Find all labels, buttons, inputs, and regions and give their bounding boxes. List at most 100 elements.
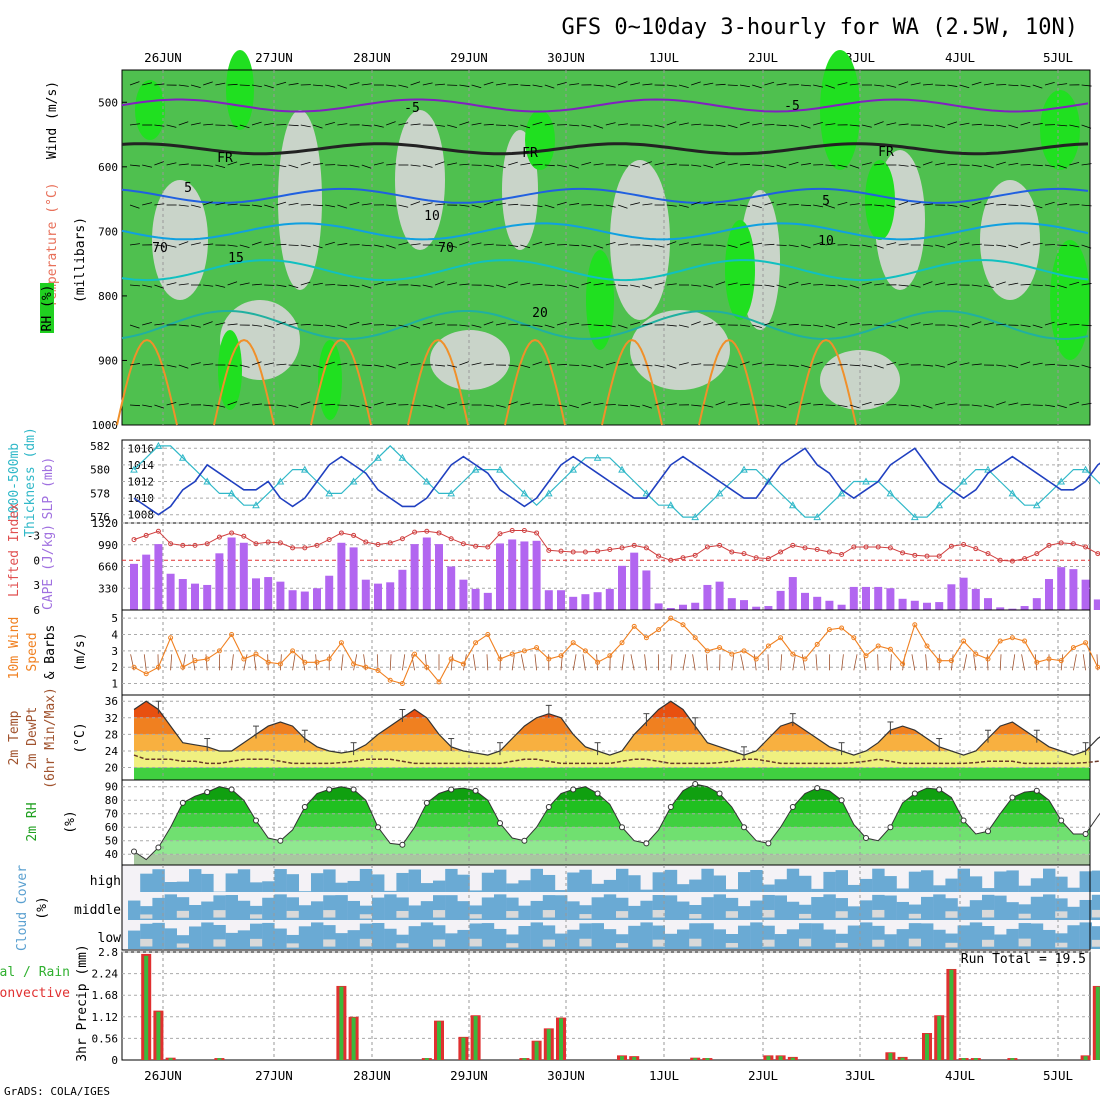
wind-speed-point <box>509 651 515 657</box>
cape-bar <box>923 602 931 610</box>
cloud-cell <box>189 905 202 920</box>
axis-tick-label: 1000 <box>92 419 119 432</box>
cloud-cell <box>481 897 495 920</box>
thickness-point <box>422 477 431 485</box>
cloud-cell <box>201 901 214 920</box>
wind-barb <box>617 164 628 167</box>
lifted-index-point <box>326 537 332 543</box>
wind-barb <box>825 324 836 329</box>
wind-barb <box>922 404 933 409</box>
wind-barb-10m <box>486 654 489 671</box>
wind-barb <box>1044 201 1055 206</box>
wind-barb <box>288 202 299 206</box>
rh-point <box>545 803 552 810</box>
wind-barb <box>898 201 909 206</box>
cloud-cell <box>591 883 604 892</box>
wind-barb <box>154 323 165 326</box>
wind-barb <box>129 123 140 126</box>
axis-tick-label: 660 <box>98 561 118 574</box>
wind-barb <box>276 321 287 326</box>
lifted-index-point <box>143 532 149 538</box>
wind-barb <box>947 361 957 366</box>
wind-barb <box>569 404 579 409</box>
wind-barb <box>288 124 299 127</box>
date-label-bottom: 4JUL <box>945 1068 975 1083</box>
wind-barb <box>1069 124 1080 128</box>
wind-barb <box>849 364 860 367</box>
wind-speed-point <box>131 664 137 670</box>
rh-point <box>985 828 991 835</box>
wind-barb <box>764 201 775 206</box>
cloud-cell <box>530 868 543 892</box>
wind-barb <box>788 204 799 206</box>
cloud-cell <box>652 872 665 892</box>
wind-barb <box>1081 84 1092 87</box>
cloud-cell <box>738 906 751 920</box>
wind-barb <box>678 204 689 208</box>
wind-barb <box>1008 204 1019 206</box>
thickness-point <box>471 465 480 473</box>
wind-barb <box>703 284 714 288</box>
cloud-cell <box>237 869 251 892</box>
cloud-cell <box>420 883 434 892</box>
wind-barb <box>666 283 677 286</box>
cape-bar <box>935 602 944 610</box>
wind-barb <box>581 364 592 368</box>
wind-barb <box>764 124 775 126</box>
wind-barb <box>398 242 409 246</box>
wind-barb <box>398 324 409 328</box>
cloud-cell <box>396 872 409 892</box>
wind-barb <box>752 84 762 89</box>
precip-rain-bar <box>437 1021 441 1060</box>
cloud-cell <box>713 929 726 949</box>
lifted-index-point <box>973 546 979 552</box>
lifted-index-point <box>412 529 418 535</box>
precip-rain-bar <box>632 1056 637 1060</box>
cape-bar <box>1020 606 1029 610</box>
cloud-cell <box>738 872 751 892</box>
cloud-cell <box>335 882 348 892</box>
temperature-contour <box>121 187 1089 204</box>
cloud-cell <box>164 894 177 920</box>
wind-barb <box>410 284 421 287</box>
lifted-index-point <box>277 540 283 546</box>
lifted-index-point <box>826 549 832 555</box>
wind-speed-point <box>216 648 222 654</box>
wind-barb <box>654 244 665 248</box>
temperature-contour <box>121 98 1089 113</box>
precip-rain-bar <box>522 1058 527 1060</box>
wind-barb <box>874 364 884 369</box>
lifted-index-point <box>692 552 698 558</box>
cloud-cell <box>628 905 641 920</box>
cape-bar <box>178 579 187 610</box>
wind-barb <box>264 84 274 89</box>
axis-tick-label: 330 <box>98 582 118 595</box>
wind-barb <box>386 283 397 286</box>
wind-barb <box>483 321 494 326</box>
wind-barb <box>276 284 287 287</box>
wind-barb <box>788 244 799 248</box>
wind-speed-point <box>1022 638 1028 644</box>
high-rh-region <box>865 160 895 240</box>
wind-barb <box>410 324 421 329</box>
cloud-cell <box>237 900 251 920</box>
wind-barb <box>190 324 201 328</box>
wind-barb <box>813 204 824 208</box>
wind-speed-point <box>180 664 186 670</box>
wind-speed-point <box>241 656 247 662</box>
wind-barb <box>447 364 458 368</box>
cloud-cell <box>201 922 214 949</box>
wind-barb <box>1032 164 1043 167</box>
temperature-line <box>133 700 1100 756</box>
wind-barb <box>849 203 860 206</box>
wind-barb-10m <box>534 654 537 671</box>
cloud-gap <box>835 942 848 948</box>
lifted-index-point <box>1083 544 1089 550</box>
precip-rain-bar <box>217 1058 222 1060</box>
wind-barb <box>715 83 726 86</box>
wind-speed-point <box>924 643 930 649</box>
lifted-index-point <box>802 545 808 551</box>
precip-rain-bar <box>546 1029 551 1060</box>
wind-barb <box>471 204 482 208</box>
lifted-index-point <box>265 539 271 545</box>
